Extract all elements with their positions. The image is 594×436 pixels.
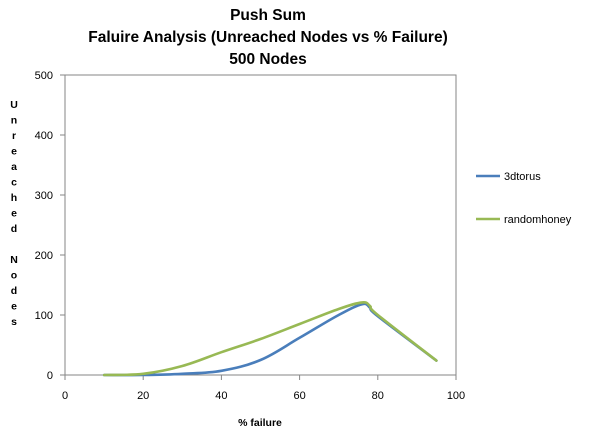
x-tick-label: 80	[372, 390, 384, 402]
series-line-3dtorus	[102, 302, 438, 377]
y-axis-ticks: 0 100 200 300 400 500	[35, 70, 65, 382]
x-axis-ticks: 0 20 40 60 80 100	[62, 375, 465, 402]
y-axis-label-char: e	[11, 208, 17, 220]
y-tick-label: 300	[35, 190, 53, 202]
y-axis-label-char: h	[11, 192, 17, 204]
series-lines	[102, 301, 438, 377]
y-axis-label-char: d	[11, 223, 17, 235]
chart-title-line-1: Push Sum	[230, 7, 306, 24]
y-tick-label: 200	[35, 250, 53, 262]
plot-area	[64, 74, 457, 376]
y-tick-label: 500	[35, 70, 53, 82]
y-tick-label: 0	[47, 370, 53, 382]
x-tick-label: 100	[447, 390, 465, 402]
chart-title: Push Sum Faluire Analysis (Unreached Nod…	[88, 7, 448, 68]
legend-entry-label: randomhoney	[504, 214, 572, 226]
y-axis-label-char: U	[10, 99, 18, 111]
y-axis-label-char: r	[12, 130, 16, 142]
legend: 3dtorus randomhoney	[476, 171, 572, 226]
x-tick-label: 40	[215, 390, 227, 402]
y-tick-label: 400	[35, 130, 53, 142]
legend-entry-label: 3dtorus	[504, 171, 541, 183]
y-axis-label-char: a	[11, 161, 17, 173]
x-tick-label: 20	[137, 390, 149, 402]
y-axis-label-char: e	[11, 146, 17, 158]
chart-title-line-2: Faluire Analysis (Unreached Nodes vs % F…	[88, 29, 448, 46]
y-axis-label-char: n	[11, 115, 17, 127]
y-axis-label-char: o	[11, 270, 17, 282]
y-axis-label-char: e	[11, 301, 17, 313]
x-tick-label: 60	[293, 390, 305, 402]
y-tick-label: 100	[35, 310, 53, 322]
y-axis-label-char: N	[10, 254, 18, 266]
chart-title-line-3: 500 Nodes	[229, 51, 307, 68]
series-line-randomhoney	[102, 301, 438, 377]
y-axis-label-char: c	[11, 177, 17, 189]
y-axis-label-char: s	[11, 316, 17, 328]
x-axis-label: % failure	[238, 417, 282, 429]
x-tick-label: 0	[62, 390, 68, 402]
y-axis-label-char: d	[11, 285, 17, 297]
